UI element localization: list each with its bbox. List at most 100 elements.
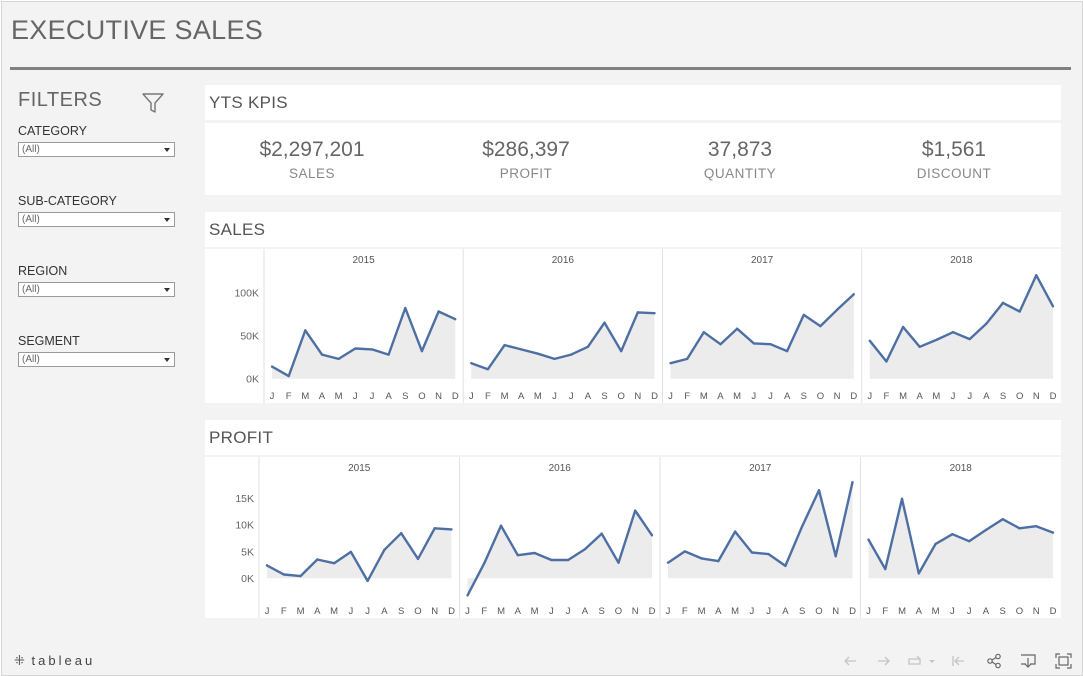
sales-month-label: J — [951, 391, 956, 402]
fullscreen-icon[interactable] — [1055, 652, 1072, 670]
profit-month-label: J — [967, 606, 972, 617]
kpi-quantity[interactable]: 37,873 QUANTITY — [633, 123, 847, 181]
region-filter-select[interactable]: (All) — [18, 282, 175, 297]
redo-icon[interactable] — [876, 652, 892, 670]
profit-point-2015-8 — [399, 531, 403, 535]
sales-point-2018-5 — [951, 330, 955, 334]
segment-filter-select[interactable]: (All) — [18, 352, 175, 367]
profit-month-label: A — [314, 606, 321, 617]
profit-line-2017 — [667, 481, 854, 568]
segment-filter-label: SEGMENT — [18, 334, 80, 348]
profit-point-2015-0 — [265, 564, 269, 567]
sales-area-2016 — [471, 312, 655, 379]
profit-point-2015-2 — [299, 574, 302, 578]
share-icon[interactable] — [986, 652, 1002, 670]
profit-point-2016-1 — [483, 562, 486, 565]
sales-point-2016-7 — [586, 345, 590, 349]
sales-month-label: A — [385, 391, 392, 402]
sales-point-2017-0 — [669, 361, 672, 365]
profit-point-2016-10 — [634, 509, 637, 512]
kpi-discount-label: DISCOUNT — [916, 166, 992, 181]
profit-month-label: A — [782, 606, 789, 617]
sales-month-label: F — [684, 391, 690, 402]
profit-chart[interactable]: 0K 5K 10K 15K 2015 J F M A M J J A S O N D 2016 J F M A M J J A S O… — [205, 457, 1061, 618]
filters-heading: FILTERS — [18, 89, 103, 111]
sales-point-2017-8 — [802, 313, 805, 317]
profit-point-2016-2 — [499, 524, 503, 527]
kpi-sales[interactable]: $2,297,201 SALES — [205, 123, 419, 181]
sales-year-label-2017: 2017 — [751, 255, 774, 266]
sales-line-2018 — [868, 274, 1055, 363]
sales-point-2018-4 — [935, 338, 938, 342]
sub-category-filter-select[interactable]: (All) — [18, 212, 175, 227]
sales-year-label-2015: 2015 — [353, 255, 376, 266]
profit-point-2017-9 — [817, 489, 821, 492]
profit-point-2018-1 — [884, 567, 887, 571]
sales-month-label: F — [286, 391, 292, 402]
sales-month-label: A — [983, 391, 990, 402]
revert-icon[interactable] — [906, 652, 938, 670]
profit-section-title: PROFIT — [209, 428, 274, 447]
sales-month-label: O — [617, 391, 624, 402]
undo-icon[interactable] — [842, 652, 858, 670]
title-divider — [10, 67, 1071, 70]
reset-icon[interactable] — [950, 652, 966, 670]
profit-month-label: J — [766, 606, 771, 617]
sales-month-label: J — [270, 391, 275, 402]
profit-y-tick-label: 5K — [241, 546, 254, 558]
segment-filter-value: (All) — [22, 354, 40, 365]
kpi-panel: $2,297,201 SALES $286,397 PROFIT 37,873 … — [205, 123, 1061, 195]
sales-point-2018-1 — [885, 360, 888, 363]
download-icon[interactable] — [1019, 652, 1037, 670]
sales-month-label: N — [834, 391, 841, 402]
profit-month-label: N — [431, 606, 438, 617]
sales-point-2018-10 — [1035, 274, 1038, 277]
sales-point-2017-3 — [719, 343, 722, 346]
sales-point-2017-7 — [785, 349, 789, 353]
sales-point-2017-9 — [819, 324, 822, 328]
profit-point-2017-10 — [834, 555, 837, 558]
category-filter-select[interactable]: (All) — [18, 142, 175, 157]
profit-month-label: M — [531, 606, 539, 617]
chevron-down-icon — [164, 358, 170, 362]
sub-category-filter-label: SUB-CATEGORY — [18, 194, 117, 208]
sales-month-label: N — [1033, 391, 1040, 402]
dashboard-title: EXECUTIVE SALES — [11, 15, 264, 45]
profit-month-label: O — [1016, 606, 1023, 617]
sales-month-label: M — [899, 391, 907, 402]
sales-section-header: SALES — [205, 212, 1061, 247]
profit-month-label: S — [398, 606, 404, 617]
profit-month-label: M — [698, 606, 706, 617]
sales-month-label: A — [717, 391, 724, 402]
sales-month-label: O — [1016, 391, 1023, 402]
tableau-logo[interactable]: ⁜ tableau — [14, 653, 95, 669]
sales-area-2017 — [670, 294, 854, 379]
sales-point-2015-2 — [304, 329, 307, 332]
profit-point-2017-0 — [666, 561, 670, 564]
kpi-profit[interactable]: $286,397 PROFIT — [419, 123, 633, 181]
sales-month-label: D — [452, 391, 459, 402]
kpi-discount[interactable]: $1,561 DISCOUNT — [847, 123, 1061, 181]
sales-point-2015-10 — [437, 310, 440, 313]
sales-year-label-2016: 2016 — [552, 255, 575, 266]
sales-y-tick-label: 100K — [234, 288, 259, 300]
sales-month-label: D — [1050, 391, 1057, 402]
profit-month-label: J — [348, 606, 353, 617]
sales-point-2018-6 — [968, 337, 971, 341]
profit-month-label: J — [365, 606, 370, 617]
chevron-down-icon — [164, 148, 170, 152]
profit-month-label: D — [849, 606, 856, 617]
sales-point-2016-9 — [619, 349, 623, 353]
profit-month-label: M — [497, 606, 505, 617]
sales-month-label: M — [534, 391, 542, 402]
sales-point-2016-4 — [536, 352, 540, 355]
kpi-profit-label: PROFIT — [499, 166, 553, 181]
profit-month-label: J — [866, 606, 871, 617]
sales-section-title: SALES — [209, 220, 266, 239]
sales-chart[interactable]: 0K 50K 100K 2015 J F M A M J J A S O N D 2016 J F M A M J J A S O N… — [205, 249, 1061, 403]
region-filter-value: (All) — [22, 284, 40, 295]
sales-point-2015-11 — [454, 318, 457, 321]
profit-point-2018-2 — [900, 497, 904, 501]
profit-month-label: S — [599, 606, 605, 617]
